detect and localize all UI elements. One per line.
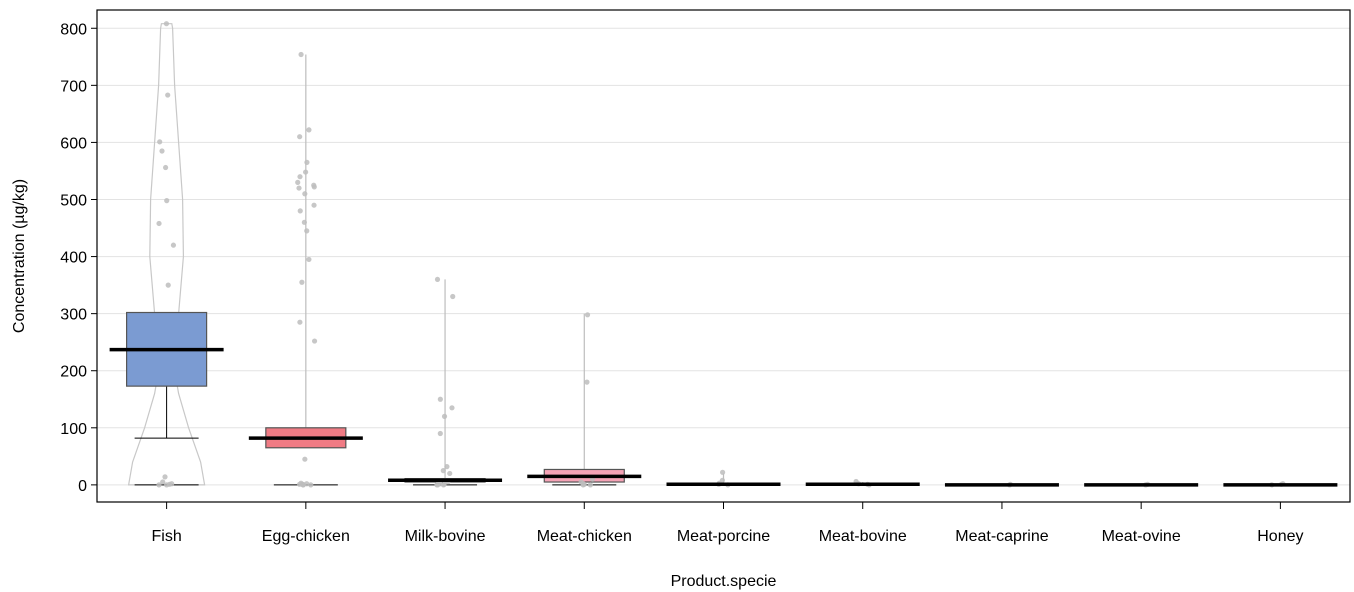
x-tick-label-honey: Honey: [1257, 528, 1303, 545]
y-tick-label-300: 300: [60, 307, 87, 324]
point-egg-chicken-0: [298, 51, 304, 58]
point-milk-bovine-14: [434, 482, 440, 488]
point-milk-bovine-4: [441, 413, 448, 419]
y-tick-label-100: 100: [60, 421, 87, 438]
point-fish-7: [170, 242, 177, 248]
point-fish-13: [156, 482, 162, 488]
point-meat-chicken-0: [584, 312, 591, 318]
x-tick-label-fish: Fish: [151, 528, 181, 545]
point-milk-bovine-3: [449, 405, 455, 411]
point-fish-14: [163, 482, 170, 488]
point-egg-chicken-4: [303, 169, 309, 175]
point-fish-0: [163, 21, 170, 27]
point-milk-bovine-6: [444, 464, 450, 470]
point-milk-bovine-2: [437, 396, 443, 402]
point-egg-chicken-15: [306, 256, 312, 263]
y-tick-label-200: 200: [60, 364, 87, 381]
point-milk-bovine-7: [440, 468, 446, 474]
point-egg-chicken-18: [311, 338, 318, 344]
point-egg-chicken-3: [304, 159, 310, 165]
y-tick-label-500: 500: [60, 192, 87, 209]
y-tick-label-700: 700: [60, 78, 87, 95]
x-axis: Fish Egg-chicken Milk-bovine Meat-chicken Me…: [151, 502, 1304, 545]
point-milk-bovine-15: [440, 482, 447, 488]
point-egg-chicken-17: [297, 319, 303, 325]
point-egg-chicken-13: [301, 219, 307, 225]
point-fish-4: [162, 164, 169, 171]
point-egg-chicken-8: [311, 184, 317, 190]
point-egg-chicken-1: [306, 127, 312, 133]
gridlines: [97, 27, 1350, 486]
x-tick-label-milk-bovine: Milk-bovine: [405, 528, 486, 545]
x-tick-label-meat-ovine: Meat-ovine: [1102, 528, 1181, 545]
point-fish-1: [165, 92, 171, 98]
y-tick-label-0: 0: [78, 478, 87, 495]
y-tick-label-600: 600: [60, 135, 87, 152]
point-fish-3: [159, 148, 165, 154]
point-egg-chicken-14: [304, 228, 310, 234]
x-tick-label-egg-chicken: Egg-chicken: [262, 528, 350, 545]
point-milk-bovine-0: [434, 276, 441, 283]
point-egg-chicken-24: [308, 482, 314, 488]
whiskers: [134, 54, 1313, 486]
x-tick-label-meat-porcine: Meat-porcine: [677, 528, 770, 545]
point-fish-6: [156, 220, 162, 227]
point-egg-chicken-5: [297, 174, 303, 180]
point-egg-chicken-26: [300, 482, 306, 488]
point-milk-bovine-5: [437, 430, 443, 437]
point-fish-8: [165, 282, 171, 288]
y-tick-label-400: 400: [60, 250, 87, 267]
point-meat-chicken-6: [580, 482, 586, 488]
x-tick-label-meat-caprine: Meat-caprine: [955, 528, 1048, 545]
medians: [109, 347, 1338, 487]
x-tick-label-meat-bovine: Meat-bovine: [819, 528, 907, 545]
point-meat-porcine-0: [720, 469, 726, 475]
point-meat-chicken-1: [584, 379, 590, 385]
y-axis-label: Concentration (µg/kg): [11, 179, 28, 333]
point-egg-chicken-19: [302, 456, 308, 462]
point-egg-chicken-10: [302, 191, 308, 197]
point-meat-chicken-7: [587, 482, 593, 488]
point-egg-chicken-12: [297, 208, 303, 214]
point-fish-2: [157, 139, 163, 145]
point-egg-chicken-9: [296, 185, 302, 191]
point-fish-10: [160, 479, 166, 485]
data-points: [156, 21, 1286, 488]
point-fish-5: [164, 198, 170, 204]
y-tick-label-800: 800: [60, 21, 87, 38]
point-egg-chicken-6: [295, 179, 301, 185]
point-egg-chicken-16: [299, 279, 305, 285]
point-milk-bovine-1: [450, 293, 456, 300]
x-axis-label: Product.specie: [671, 573, 777, 590]
point-egg-chicken-2: [297, 134, 303, 140]
y-axis: 0 100 200 300 400 500 600 700 800: [60, 21, 97, 495]
point-milk-bovine-8: [447, 470, 453, 477]
point-fish-9: [162, 474, 168, 480]
point-egg-chicken-11: [311, 202, 317, 208]
x-tick-label-meat-chicken: Meat-chicken: [537, 528, 632, 545]
